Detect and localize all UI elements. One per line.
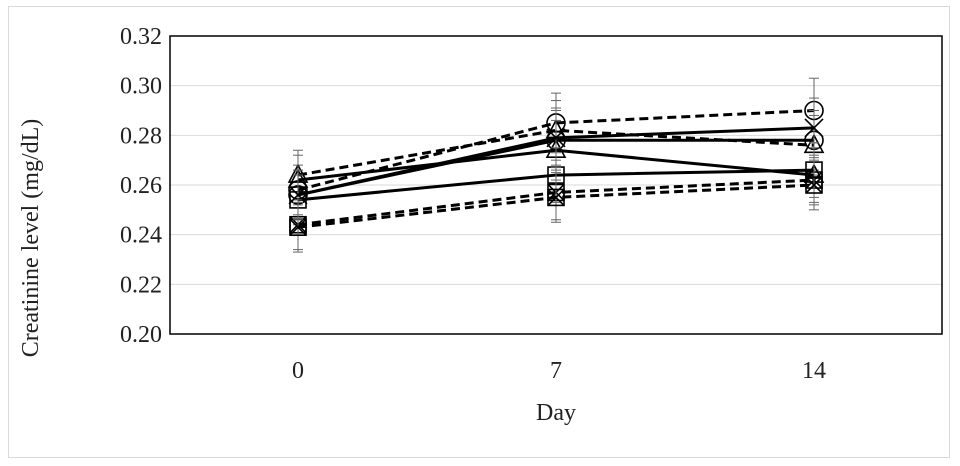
- y-tick-label: 0.28: [120, 123, 162, 149]
- series-7: [289, 159, 823, 253]
- x-tick-label: 7: [550, 358, 562, 384]
- y-tick-label: 0.30: [120, 74, 162, 100]
- y-tick-label: 0.32: [120, 24, 162, 50]
- square-x-marker: [805, 176, 823, 194]
- y-tick-label: 0.22: [120, 272, 162, 298]
- y-tick-label: 0.20: [120, 322, 162, 348]
- y-tick-label: 0.26: [120, 173, 162, 199]
- x-marker: [288, 185, 308, 205]
- y-axis-ticks: 0.20 0.22 0.24 0.26 0.28 0.30 0.32: [120, 24, 162, 348]
- square-x-cross: [289, 218, 307, 236]
- plot-area-border: [169, 35, 943, 335]
- square-x-marker: [547, 188, 565, 207]
- series-layer: [287, 77, 825, 253]
- square-x-cross: [805, 176, 823, 194]
- x-axis-title: Day: [536, 400, 576, 426]
- series-line: [297, 128, 815, 177]
- y-tick-label: 0.24: [120, 223, 162, 249]
- chart-frame: [8, 6, 950, 458]
- x-axis-ticks: 0 7 14: [292, 358, 826, 384]
- y-axis-title: Creatinine level (mg/dL): [18, 119, 44, 358]
- x-tick-label: 0: [292, 358, 304, 384]
- x-tick-label: 14: [802, 358, 826, 384]
- x-marker: [546, 128, 566, 148]
- x-marker: [804, 118, 824, 138]
- series-8: [288, 97, 824, 221]
- square-x-cross: [547, 188, 565, 206]
